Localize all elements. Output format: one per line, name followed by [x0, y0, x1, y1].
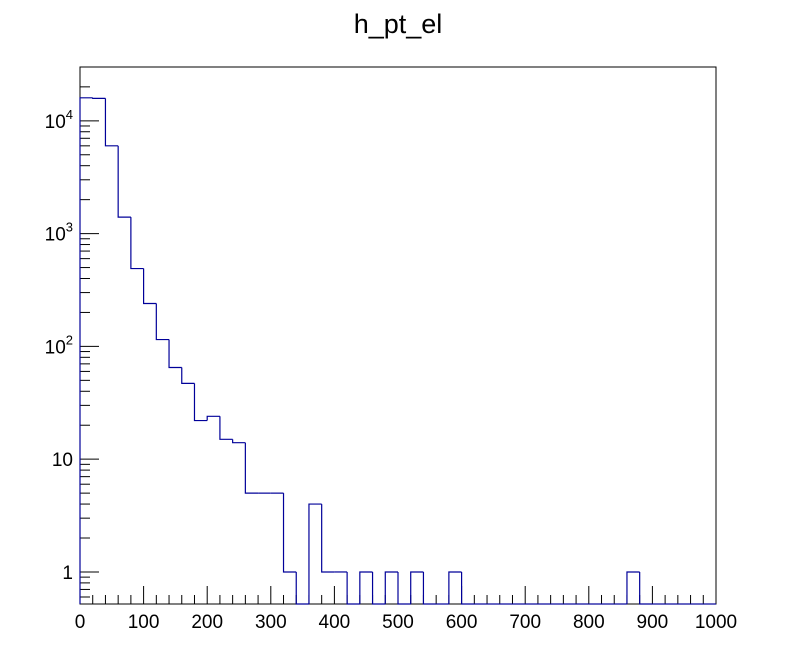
y-tick-label: 104	[45, 107, 73, 133]
histogram-bin	[206, 415, 220, 421]
y-tick-label: 1	[62, 563, 73, 584]
histogram-bin	[104, 98, 119, 147]
x-tick-label: 500	[382, 612, 414, 633]
x-axis-tick-labels: 0 100 200 300 400 500 600 700 800 900 1000	[75, 612, 737, 633]
chart-title: h_pt_el	[354, 9, 443, 39]
histogram-bin	[181, 367, 195, 384]
histogram-bin	[92, 97, 106, 100]
x-tick-label: 1000	[695, 612, 737, 633]
x-tick-label: 800	[573, 612, 605, 633]
histogram-series	[79, 97, 716, 605]
histogram-bin	[410, 571, 424, 604]
x-tick-label: 600	[446, 612, 478, 633]
y-axis-tick-labels: 1 10 102 103 104	[45, 107, 73, 584]
histogram-bin	[143, 268, 157, 305]
histogram-bin	[117, 145, 131, 218]
y-tick-label: 10	[52, 450, 73, 471]
plot-frame	[79, 66, 717, 605]
histogram-bin	[308, 503, 322, 604]
y-axis-ticks	[80, 66, 99, 598]
histogram-bin	[346, 571, 360, 605]
histogram-bin	[626, 571, 640, 604]
histogram-bin	[321, 504, 335, 573]
histogram-bin	[232, 439, 246, 444]
histogram-bin	[219, 416, 233, 440]
histogram-bin	[422, 571, 437, 605]
x-tick-label: 400	[319, 612, 351, 633]
histogram-bin	[79, 97, 93, 604]
histogram-bin	[155, 303, 170, 341]
histogram-bin	[384, 571, 398, 604]
histogram-bin	[359, 571, 373, 604]
y-tick-label: 102	[45, 332, 73, 358]
x-tick-label: 200	[191, 612, 223, 633]
histogram-bin	[397, 571, 411, 605]
x-tick-label: 900	[637, 612, 669, 633]
x-tick-label: 300	[255, 612, 287, 633]
histogram-bin	[168, 339, 182, 369]
histogram-bin	[130, 217, 144, 270]
x-tick-label: 700	[509, 612, 541, 633]
histogram-bin	[448, 571, 462, 604]
histogram-bin	[193, 383, 208, 422]
x-tick-label: 100	[128, 612, 160, 633]
histogram-bin	[461, 571, 475, 605]
histogram-bin	[371, 571, 386, 605]
histogram-bin	[639, 571, 653, 605]
x-tick-label: 0	[75, 612, 86, 633]
histogram-bin	[282, 493, 297, 573]
y-tick-label: 103	[45, 220, 73, 246]
histogram-bin	[244, 442, 259, 494]
histogram-bin	[295, 571, 309, 605]
